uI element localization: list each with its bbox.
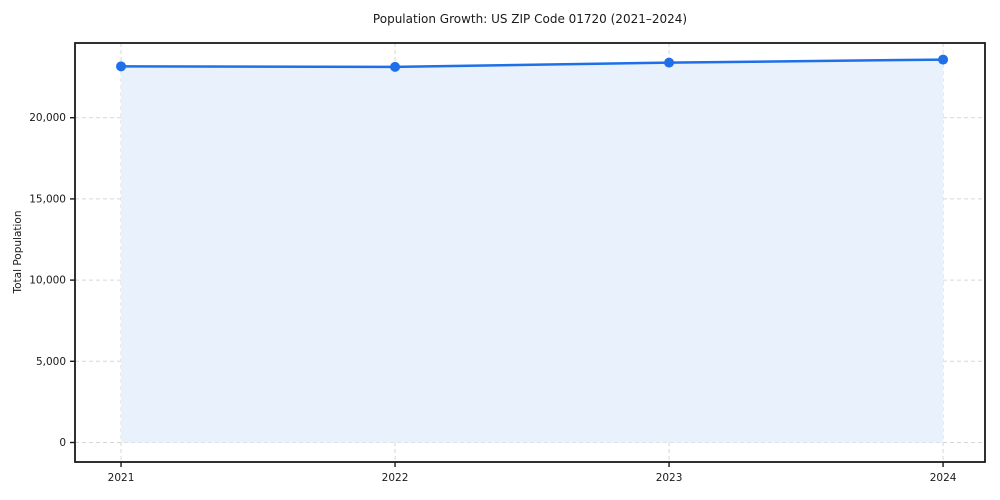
data-point-2024	[938, 54, 949, 65]
x-tick-label: 2022	[382, 472, 409, 484]
x-tick-label: 2024	[930, 472, 957, 484]
x-tick-label: 2021	[108, 472, 135, 484]
chart-title: Population Growth: US ZIP Code 01720 (20…	[373, 12, 687, 26]
plot-frame	[74, 42, 986, 463]
y-axis-title: Total Population	[12, 210, 24, 294]
y-tick-label: 5,000	[36, 356, 66, 368]
data-point-2023	[664, 57, 675, 68]
y-tick-label: 10,000	[29, 275, 66, 287]
trend-line	[119, 58, 945, 69]
y-tick-label: 20,000	[29, 112, 66, 124]
area-fill	[121, 59, 944, 443]
y-tick-label: 15,000	[29, 193, 66, 205]
x-tick-label: 2023	[656, 472, 683, 484]
data-point-2021	[116, 61, 127, 72]
y-tick-label: 0	[59, 437, 66, 449]
data-point-2022	[390, 61, 401, 72]
